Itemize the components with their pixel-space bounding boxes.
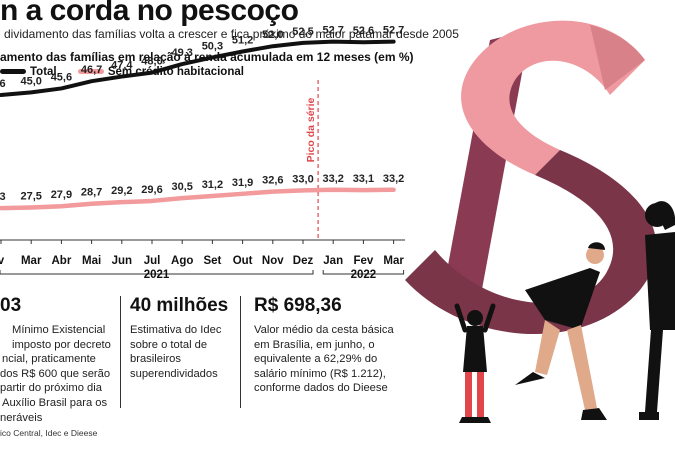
- data-label-sem-credito: 27,9: [51, 189, 72, 201]
- data-label-sem-credito: 32,6: [262, 175, 283, 187]
- page-subtitle: dividamento das famílias volta a crescer…: [4, 27, 459, 41]
- x-tick-label: Fev: [353, 255, 373, 267]
- x-tick-label: Out: [233, 255, 253, 267]
- stat-desc-line: Estimativa do Idec: [130, 324, 222, 336]
- divider: [120, 296, 121, 408]
- source-note: ico Central, Idec e Dieese: [0, 428, 98, 438]
- dollar-shade: [590, 25, 645, 90]
- series-line-sem-credito: [0, 187, 396, 211]
- data-label-total: 52,7: [383, 25, 404, 37]
- dollar-illustration: [405, 20, 675, 423]
- x-tick-label: Dez: [293, 255, 314, 267]
- data-label-sem-credito: 31,9: [232, 177, 253, 189]
- data-label-sem-credito: 27,5: [20, 190, 41, 202]
- stat-desc-line: equivalente a 62,29% do: [254, 353, 378, 366]
- year-bracket: [322, 270, 405, 275]
- stat-desc-line: Auxílio Brasil para os: [2, 396, 108, 409]
- year-label: 2021: [144, 269, 170, 281]
- stat-desc-line: imposto por decreto: [12, 338, 111, 351]
- data-label-total: 52,6: [353, 25, 374, 37]
- data-label-total: 52,0: [262, 29, 283, 41]
- data-label-sem-credito: 33,2: [322, 173, 343, 185]
- stat-block-1: 03 Mínimo Existencial imposto por decret…: [0, 295, 120, 425]
- data-label-sem-credito: 33,0: [292, 173, 313, 185]
- legend-swatch-sem-credito: [77, 69, 104, 75]
- x-tick-label: v: [0, 255, 5, 267]
- woman-figure-icon: [639, 201, 675, 420]
- peak-label: Pico da série: [305, 97, 317, 162]
- year-bracket: [0, 270, 314, 275]
- stat-desc-line: salário mínimo (R$ 1.212),: [254, 367, 386, 380]
- x-tick-label: Jun: [112, 255, 132, 267]
- divider: [240, 296, 241, 408]
- data-label-total: 48,0: [141, 56, 162, 68]
- x-tick-label: Abr: [51, 255, 71, 267]
- dollar-sign-icon: [405, 20, 657, 335]
- stat-desc-line: dos R$ 600 que serão: [0, 367, 111, 380]
- data-label-total: 49,3: [171, 47, 192, 59]
- page-title: n a corda no pescoço: [0, 0, 299, 27]
- x-tick-label: Ago: [171, 255, 193, 267]
- series-line-total: [0, 39, 396, 98]
- x-tick-label: Jul: [144, 255, 161, 267]
- stat-desc-line: brasileiros: [130, 353, 181, 366]
- x-tick-label: Mar: [21, 255, 42, 267]
- line-chart: v Mar Abr Mai Jun Jul Ago Set Out Nov Dez Jan Fev Mar…: [0, 25, 405, 281]
- stat-desc-line: superendividados: [130, 367, 218, 380]
- x-tick-label: Mar: [383, 255, 404, 267]
- stat-block-2: 40 milhões Estimativa do Idec sobre o to…: [130, 295, 235, 381]
- stat-desc-line: sobre o total de: [130, 338, 208, 351]
- data-label-total: 45,6: [51, 71, 72, 83]
- year-label: 2022: [351, 269, 377, 281]
- legend-item-total: Total: [0, 66, 57, 78]
- stat-value-2: 40 milhões: [130, 295, 229, 316]
- data-label-total: 45,0: [20, 75, 41, 87]
- stat-desc-2: Estimativa do Idec sobre o total de bras…: [130, 323, 235, 381]
- legend-label-total: Total: [30, 66, 57, 78]
- stat-desc-1: Mínimo Existencial imposto por decreto n…: [0, 323, 120, 425]
- stat-desc-3: Valor médio da cesta básica em Brasília,…: [254, 323, 404, 396]
- stat-desc-line: neráveis: [0, 411, 43, 424]
- legend-swatch-total: [0, 69, 26, 75]
- data-label-sem-credito: 31,2: [202, 179, 223, 191]
- stat-desc-line: em Brasília, em junho, o: [254, 338, 375, 351]
- dollar-lower-curve: [405, 150, 657, 335]
- data-label-sem-credito: 33,2: [383, 173, 404, 185]
- stat-value-3: R$ 698,36: [254, 295, 342, 316]
- data-label-total: 51,2: [232, 34, 253, 46]
- x-tick-label: Set: [203, 255, 221, 267]
- man-figure-icon: [515, 242, 607, 420]
- stat-value-1: 03: [0, 295, 22, 316]
- data-label-sem-credito: 28,7: [81, 187, 102, 199]
- x-tick-label: Nov: [262, 255, 284, 267]
- data-label-total: 46,7: [81, 64, 102, 76]
- data-label-sem-credito: ,3: [0, 191, 6, 203]
- data-label-total: 52,7: [322, 25, 343, 37]
- data-label-sem-credito: 33,1: [353, 173, 374, 185]
- stat-desc-line: Valor médio da cesta básica: [254, 324, 394, 336]
- data-label-total: 47,4: [111, 60, 133, 72]
- stat-desc-line: conforme dados do Dieese: [254, 382, 388, 395]
- data-label-sem-credito: 29,6: [141, 184, 162, 196]
- stat-desc-line: partir do próximo dia: [0, 382, 102, 395]
- data-label-sem-credito: 30,5: [171, 181, 192, 193]
- x-tick-label: Mai: [82, 255, 101, 267]
- data-label-total: ,6: [0, 78, 6, 90]
- data-label-total: 50,3: [202, 40, 223, 52]
- data-label-sem-credito: 29,2: [111, 185, 132, 197]
- x-tick-label: Jan: [323, 255, 343, 267]
- stat-block-3: R$ 698,36 Valor médio da cesta básica em…: [254, 295, 404, 396]
- stat-desc-line: Mínimo Existencial: [12, 324, 106, 336]
- data-label-total: 52,5: [292, 26, 313, 38]
- child-figure-icon: [454, 303, 496, 423]
- stat-desc-line: ncial, praticamente: [2, 353, 96, 366]
